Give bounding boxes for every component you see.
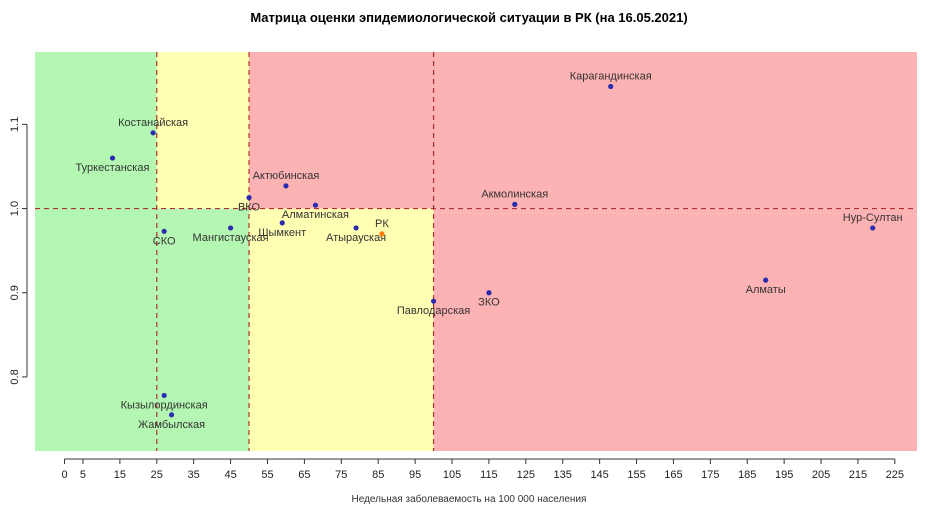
x-tick-label: 95 — [409, 469, 421, 481]
point-label: Жамбылская — [138, 419, 205, 431]
x-tick-label: 125 — [517, 469, 535, 481]
point-label: Карагандинская — [570, 71, 652, 83]
point-label: Алматинская — [282, 209, 349, 221]
x-tick-label: 135 — [554, 469, 572, 481]
point-label: Алматы — [746, 284, 786, 296]
point-marker — [283, 183, 289, 189]
point-marker — [168, 412, 175, 418]
y-tick-label: 1.1 — [9, 117, 21, 132]
x-tick-label: 215 — [849, 469, 867, 481]
x-tick-label: 25 — [151, 469, 163, 481]
axes: 0 5 15 25 35 45 55 65 75 85 95 105 115 125 135 145 155 16… — [9, 117, 904, 481]
point-marker — [312, 202, 319, 208]
x-tick-label: 165 — [664, 469, 682, 481]
point-label: Шымкент — [258, 227, 306, 239]
x-axis-label: Недельная заболеваемость на 100 000 насе… — [351, 494, 587, 505]
zone-1 — [156, 52, 250, 209]
point-label: СКО — [153, 235, 176, 247]
y-tick-label: 1.0 — [9, 201, 21, 216]
point-label: Актюбинская — [253, 170, 320, 182]
x-tick-label: 0 — [61, 469, 67, 481]
zone-0 — [35, 52, 157, 451]
zone-5 — [433, 208, 917, 451]
point-marker — [379, 231, 385, 237]
point-label: Нур-Султан — [843, 212, 903, 224]
point-label: Павлодарская — [397, 305, 470, 317]
point-marker — [161, 228, 167, 234]
point-label: Костанайская — [118, 117, 188, 129]
x-tick-label: 185 — [738, 469, 756, 481]
point-label: ЗКО — [478, 297, 500, 309]
point-marker — [353, 225, 359, 231]
point-marker — [246, 195, 252, 201]
x-tick-label: 105 — [443, 469, 461, 481]
point-marker — [870, 225, 876, 231]
point-marker — [430, 298, 437, 304]
x-tick-label: 195 — [775, 469, 793, 481]
point-label: РК — [375, 218, 389, 230]
point-marker — [763, 277, 769, 283]
x-tick-label: 145 — [590, 469, 608, 481]
point-label: Акмолинская — [481, 188, 548, 200]
zone-4 — [249, 208, 434, 451]
zone-3 — [249, 52, 917, 209]
point-label: Мангистауская — [193, 232, 269, 244]
x-tick-label: 15 — [114, 469, 126, 481]
x-tick-label: 45 — [224, 469, 236, 481]
chart-title: Матрица оценки эпидемиологической ситуац… — [250, 10, 688, 25]
point-label: Атырауская — [326, 232, 386, 244]
zone-2 — [156, 208, 250, 451]
x-tick-label: 205 — [812, 469, 830, 481]
point-marker — [150, 130, 156, 136]
x-tick-label: 75 — [335, 469, 347, 481]
x-tick-label: 5 — [80, 469, 86, 481]
point-marker — [227, 225, 234, 231]
point-marker — [109, 155, 116, 161]
point-label: Кызылординская — [121, 399, 208, 411]
point-marker — [512, 201, 518, 207]
x-tick-label: 115 — [480, 469, 498, 481]
point-marker — [279, 220, 285, 226]
point-label: ВКО — [238, 202, 261, 214]
data-points: Карагандинская Костанайская Туркестанская А… — [76, 71, 903, 431]
x-tick-label: 85 — [372, 469, 384, 481]
x-tick-label: 175 — [701, 469, 719, 481]
point-marker — [161, 392, 167, 399]
zone-backgrounds — [35, 52, 917, 451]
x-tick-label: 155 — [627, 469, 645, 481]
x-tick-label: 55 — [261, 469, 273, 481]
x-tick-label: 225 — [886, 469, 904, 481]
point-marker — [608, 83, 614, 90]
y-tick-label: 0.8 — [9, 369, 21, 384]
reference-lines — [35, 52, 917, 451]
x-tick-label: 35 — [188, 469, 200, 481]
y-tick-label: 0.9 — [9, 285, 21, 300]
point-label: Туркестанская — [76, 162, 150, 174]
x-tick-label: 65 — [298, 469, 310, 481]
point-marker — [486, 290, 492, 296]
